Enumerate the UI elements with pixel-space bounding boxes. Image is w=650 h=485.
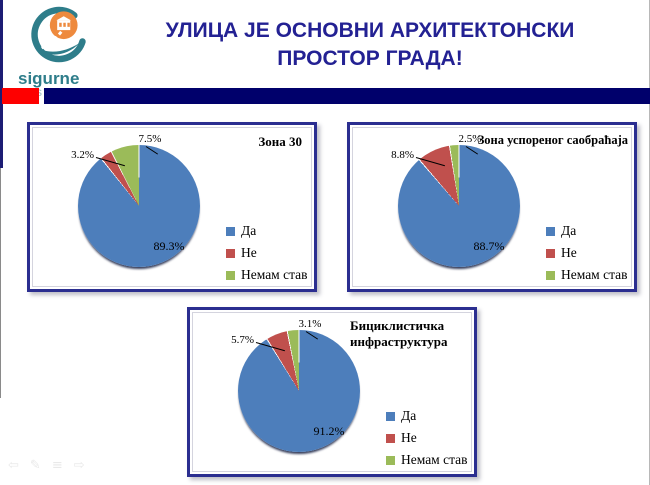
pie-chart-zona-usporenog-saobracaja: Зона успореног саобраћаја 2.5% 8.8% 88.7…	[347, 122, 637, 292]
slide-menu-icon[interactable]: ≡	[51, 458, 63, 473]
legend-item-no: Не	[226, 245, 308, 261]
legend-swatch-neutral	[546, 270, 555, 280]
legend-swatch-no	[386, 433, 395, 443]
legend-label: Не	[241, 245, 257, 260]
chart-title: Зона успореног саобраћаја	[477, 133, 628, 147]
legend-swatch-neutral	[386, 455, 395, 465]
legend-label: Да	[241, 223, 257, 238]
pie-graphic	[238, 330, 360, 452]
previous-slide-icon[interactable]: ⇦	[8, 458, 19, 473]
pie-label-neutral-pct: 3.1%	[298, 318, 322, 330]
chart-legend: Да Не Немам став	[386, 408, 468, 474]
chart-title: Зона 30	[258, 134, 302, 149]
legend-swatch-yes	[226, 226, 235, 236]
pen-tool-icon[interactable]: ✎	[29, 458, 41, 473]
legend-label: Не	[401, 430, 417, 445]
slideshow-controls: ⇦ ✎ ≡ ⇨	[8, 458, 85, 473]
legend-item-neutral: Немам став	[386, 452, 468, 468]
chart-legend: Да Не Немам став	[226, 223, 308, 289]
sigurne-staze-logo: sigurne staze	[10, 4, 106, 99]
pie-label-neutral-pct: 2.5%	[458, 133, 482, 145]
logo-mark-icon	[31, 6, 86, 63]
pie-graphic	[398, 145, 520, 267]
slide-title: УЛИЦА ЈЕ ОСНОВНИ АРХИТЕКТОНСКИ ПРОСТОР Г…	[105, 17, 635, 72]
legend-swatch-no	[226, 248, 235, 258]
legend-item-neutral: Немам став	[226, 267, 308, 283]
pie-label-yes-pct: 91.2%	[313, 424, 345, 438]
pie-label-yes-pct: 89.3%	[153, 239, 185, 253]
legend-swatch-yes	[386, 411, 395, 421]
legend-label: Немам став	[241, 267, 308, 282]
legend-item-no: Не	[546, 245, 628, 261]
pie-graphic	[78, 145, 200, 267]
slide-title-line1: УЛИЦА ЈЕ ОСНОВНИ АРХИТЕКТОНСКИ	[165, 19, 575, 42]
pie-label-no-pct: 8.8%	[391, 149, 414, 161]
legend-label: Да	[561, 223, 577, 238]
legend-swatch-yes	[546, 226, 555, 236]
chart-title: Бициклистичка инфраструктура	[350, 318, 448, 350]
slide-title-line2: ПРОСТОР ГРАДА!	[277, 46, 463, 70]
legend-item-yes: Да	[226, 223, 308, 239]
logo-text: sigurne	[18, 69, 80, 88]
pie-label-neutral-pct: 7.5%	[138, 133, 162, 145]
left-edge-strip	[0, 0, 3, 168]
legend-swatch-no	[546, 248, 555, 258]
legend-swatch-neutral	[226, 270, 235, 280]
pie-label-no-pct: 5.7%	[231, 334, 254, 346]
accent-bar-red	[2, 88, 39, 104]
legend-item-yes: Да	[386, 408, 468, 424]
pie-chart-biciklisticka-infrastruktura: Бициклистичка инфраструктура 3.1% 5.7% 9…	[187, 307, 477, 477]
legend-item-yes: Да	[546, 223, 628, 239]
accent-bar-navy	[44, 88, 650, 104]
legend-label: Немам став	[561, 267, 628, 282]
legend-label: Да	[401, 408, 417, 423]
legend-label: Немам став	[401, 452, 468, 467]
pie-label-no-pct: 3.2%	[71, 149, 94, 161]
pie-chart-zona-30: Зона 30 7.5% 3.2% 89.3% Да Не Немам став	[27, 122, 317, 292]
pie-label-yes-pct: 88.7%	[473, 239, 505, 253]
chart-legend: Да Не Немам став	[546, 223, 628, 289]
legend-label: Не	[561, 245, 577, 260]
legend-item-neutral: Немам став	[546, 267, 628, 283]
legend-item-no: Не	[386, 430, 468, 446]
next-slide-icon[interactable]: ⇨	[73, 458, 85, 473]
left-edge-line	[0, 168, 1, 398]
